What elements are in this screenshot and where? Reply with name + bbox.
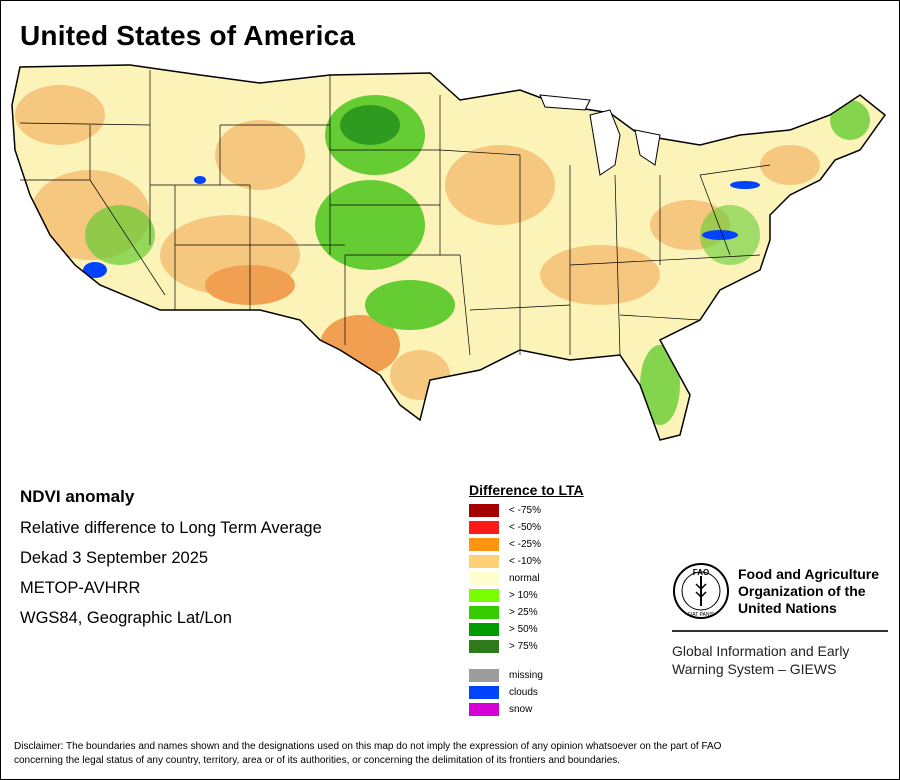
legend-swatch — [469, 504, 499, 517]
legend-extra-item: clouds — [469, 684, 584, 701]
legend-label: normal — [509, 573, 540, 584]
info-heading: NDVI anomaly — [20, 487, 135, 506]
info-projection: WGS84, Geographic Lat/Lon — [20, 609, 232, 627]
legend-main-item: < -75% — [469, 502, 584, 519]
legend: Difference to LTA < -75% < -50% < -25% < -1… — [469, 482, 584, 718]
legend-main-item: > 25% — [469, 604, 584, 621]
info-sensor: METOP-AVHRR — [20, 579, 141, 597]
legend-main-item: < -25% — [469, 536, 584, 553]
legend-swatch — [469, 572, 499, 585]
fao-block: FAO FIAT PANIS Food and Agriculture Orga… — [672, 562, 888, 678]
legend-extra: missing clouds snow — [469, 667, 584, 718]
legend-swatch — [469, 669, 499, 682]
map-title: United States of America — [20, 20, 356, 51]
legend-label: < -50% — [509, 522, 541, 533]
fao-emblem-icon: FAO FIAT PANIS — [673, 563, 729, 619]
legend-title: Difference to LTA — [469, 482, 584, 498]
fao-name: Food and Agriculture Organization of the… — [738, 565, 880, 616]
fao-emblem-letters: FAO — [693, 568, 709, 577]
legend-swatch — [469, 606, 499, 619]
legend-main-item: > 10% — [469, 587, 584, 604]
legend-label: > 75% — [509, 641, 538, 652]
legend-main: < -75% < -50% < -25% < -10% normal > 10% > 25%… — [469, 502, 584, 655]
legend-main-item: > 75% — [469, 638, 584, 655]
legend-label: snow — [509, 704, 533, 715]
legend-swatch — [469, 703, 499, 716]
legend-swatch — [469, 538, 499, 551]
state-boundaries — [19, 70, 771, 356]
legend-label: > 50% — [509, 624, 538, 635]
fao-emblem-motto: FIAT PANIS — [688, 612, 715, 618]
legend-label: < -10% — [509, 556, 541, 567]
legend-swatch — [469, 521, 499, 534]
legend-extra-item: missing — [469, 667, 584, 684]
legend-swatch — [469, 686, 499, 699]
legend-label: > 25% — [509, 607, 538, 618]
legend-main-item: normal — [469, 570, 584, 587]
legend-swatch — [469, 589, 499, 602]
disclaimer: Disclaimer: The boundaries and names sho… — [14, 741, 722, 766]
legend-extra-item: snow — [469, 701, 584, 718]
info-description: Relative difference to Long Term Average — [20, 519, 322, 537]
legend-label: > 10% — [509, 590, 538, 601]
legend-swatch — [469, 623, 499, 636]
legend-swatch — [469, 555, 499, 568]
legend-label: < -75% — [509, 505, 541, 516]
giews-name: Global Information and Early Warning Sys… — [672, 642, 850, 677]
legend-swatch — [469, 640, 499, 653]
ndvi-map — [0, 55, 900, 455]
legend-main-item: < -50% — [469, 519, 584, 536]
usa-map-svg — [11, 64, 887, 441]
legend-main-item: < -10% — [469, 553, 584, 570]
legend-label: < -25% — [509, 539, 541, 550]
legend-label: missing — [509, 670, 543, 681]
legend-label: clouds — [509, 687, 538, 698]
info-period: Dekad 3 September 2025 — [20, 549, 209, 567]
map-info: NDVI anomaly Relative difference to Long… — [20, 487, 322, 639]
legend-main-item: > 50% — [469, 621, 584, 638]
